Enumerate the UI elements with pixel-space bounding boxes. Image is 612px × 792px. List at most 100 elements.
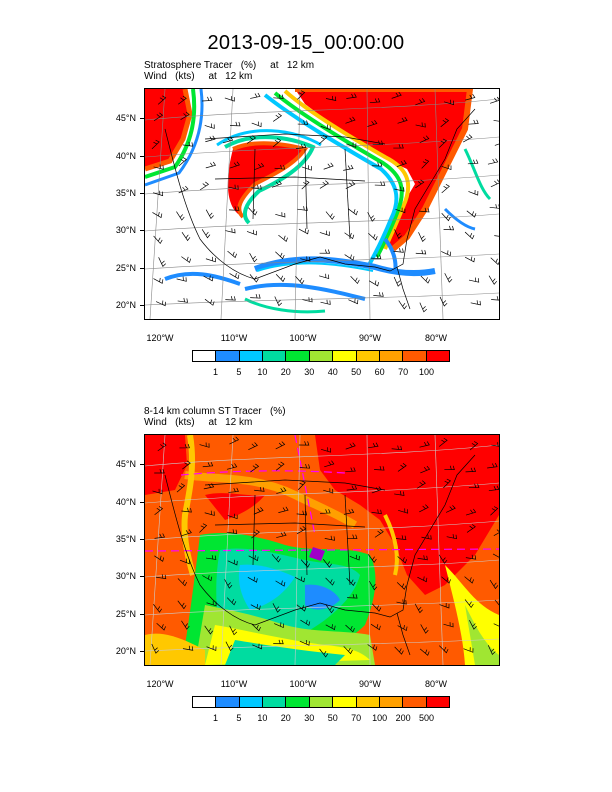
wind-barb (347, 594, 358, 599)
wind-barb (421, 534, 432, 540)
wind-barb (201, 96, 213, 102)
wind-barb (273, 639, 284, 645)
wind-barb (371, 509, 382, 515)
wind-barb (181, 507, 192, 513)
wind-barb (294, 576, 305, 583)
wind-barb (153, 190, 164, 197)
wind-barb (419, 135, 430, 144)
wind-barb (202, 575, 213, 582)
wind-barb (229, 625, 238, 636)
wind-barb (441, 184, 450, 194)
wind-barb (319, 180, 329, 189)
wind-barb (271, 180, 282, 188)
colorbar-label: 20 (280, 367, 291, 377)
colorbar-label: 1 (212, 367, 218, 377)
wind-barb (325, 604, 335, 614)
panel1-lat-label-35: 35°N (115, 188, 136, 198)
wind-barb (419, 302, 428, 313)
wind-barb (371, 486, 382, 494)
wind-barb (490, 96, 499, 104)
wind-barb (275, 212, 286, 218)
colorbar-label: 10 (257, 713, 268, 723)
wind-barb (438, 554, 448, 564)
panel1-lat-label-45: 45°N (115, 113, 136, 123)
wind-barb (250, 463, 260, 473)
wind-barb (415, 122, 426, 128)
panel1-map (144, 88, 500, 320)
wind-barb (319, 134, 328, 145)
wind-barb (152, 488, 163, 495)
column-high-region-nw (145, 435, 187, 495)
wind-barb (374, 181, 386, 186)
wind-barb (297, 206, 308, 211)
wind-barb (224, 579, 233, 589)
wind-barb (204, 123, 215, 129)
wind-barb (325, 577, 335, 586)
wind-barb (489, 579, 499, 590)
panel2-lat-label-30: 30°N (115, 571, 136, 581)
wind-barb (176, 276, 187, 282)
wind-barb (253, 507, 264, 515)
wind-barb (494, 599, 499, 606)
wind-barb (151, 139, 160, 150)
wind-barb (491, 296, 499, 301)
wind-barb (370, 254, 382, 259)
colorbar-swatch (286, 351, 310, 361)
wind-barb (300, 559, 311, 568)
wind-barb (391, 91, 402, 99)
wind-barb (246, 135, 257, 144)
wind-barb (373, 292, 384, 297)
wind-barb (274, 164, 286, 170)
wind-barb (272, 113, 283, 122)
wind-barb (417, 555, 428, 561)
wind-barb (349, 554, 360, 561)
wind-barb (154, 506, 164, 516)
wind-barb (297, 90, 306, 100)
wind-barb (394, 491, 405, 496)
wind-barb (153, 164, 164, 170)
panel1-lon-label-100: 100°W (289, 333, 317, 343)
wind-barb (323, 162, 334, 170)
wind-barb (466, 210, 477, 218)
wind-barb (182, 141, 194, 147)
colorbar-label: 50 (351, 367, 362, 377)
wind-barb (344, 254, 355, 261)
wind-barb (468, 189, 479, 196)
wind-barb (298, 228, 309, 235)
colorbar-swatch (239, 351, 264, 361)
panel2-map-field (145, 435, 499, 665)
wind-barb (181, 620, 190, 630)
wind-barb (439, 645, 449, 654)
wind-barb (320, 447, 332, 453)
colorbar-swatch (263, 697, 287, 707)
colorbar-label: 200 (395, 713, 411, 723)
wind-barb (367, 212, 376, 222)
wind-barb (419, 441, 430, 448)
wind-barb (469, 620, 477, 630)
colorbar-label: 100 (372, 713, 388, 723)
wind-barb (225, 296, 236, 301)
wind-barb (414, 603, 423, 614)
wind-barb (206, 600, 217, 607)
wind-barb (370, 623, 381, 631)
wind-barb (176, 483, 186, 493)
wind-barb (205, 209, 214, 220)
wind-barb (227, 559, 238, 566)
wind-barb (250, 604, 261, 611)
wind-barb (466, 524, 476, 533)
wind-barb (276, 531, 287, 538)
wind-barb (319, 230, 330, 237)
wind-barb (439, 602, 450, 609)
wind-barb (251, 529, 260, 539)
colorbar-swatch (379, 697, 404, 707)
wind-barb (157, 95, 167, 105)
wind-barb (488, 485, 499, 492)
wind-barb (394, 229, 402, 240)
panel1-map-field (145, 89, 499, 319)
wind-barb (199, 181, 210, 191)
wind-barb (348, 298, 359, 305)
wind-barb (227, 513, 238, 520)
wind-barb (493, 623, 499, 627)
panel2-lat-label-25: 25°N (115, 609, 136, 619)
wind-barb (158, 257, 166, 267)
